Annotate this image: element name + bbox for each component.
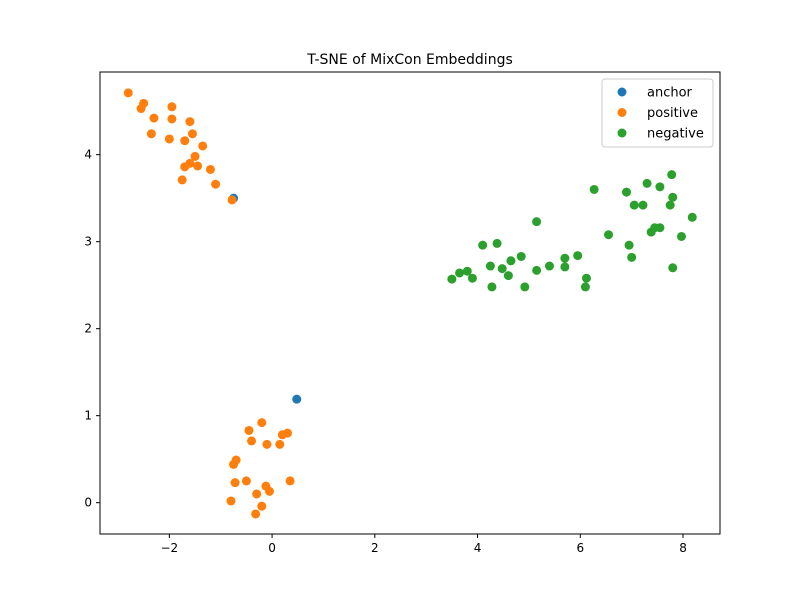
- point-negative-1: [642, 178, 652, 188]
- point-negative-29: [532, 265, 542, 275]
- legend-marker-anchor: [617, 87, 627, 97]
- point-positive-30: [230, 478, 240, 488]
- point-negative-8: [665, 200, 675, 210]
- legend-marker-positive: [617, 108, 627, 117]
- point-positive-23: [277, 430, 287, 440]
- legend-label-anchor: anchor: [647, 86, 693, 101]
- point-negative-18: [624, 240, 634, 250]
- point-negative-6: [629, 200, 639, 210]
- y-tick-label-2: 2: [84, 322, 92, 336]
- point-positive-15: [193, 161, 203, 171]
- point-negative-37: [520, 282, 530, 292]
- x-tick-label-3: 4: [474, 541, 482, 555]
- y-tick-label-0: 0: [84, 496, 92, 510]
- point-positive-8: [187, 129, 197, 139]
- legend-entries: anchor positive negative: [617, 86, 704, 142]
- point-negative-20: [516, 251, 526, 261]
- point-negative-38: [580, 282, 590, 292]
- point-negative-2: [655, 182, 665, 192]
- point-positive-18: [211, 179, 221, 189]
- point-anchor-1: [292, 394, 302, 404]
- point-positive-35: [226, 496, 236, 506]
- point-negative-16: [492, 238, 502, 248]
- chart-title: T-SNE of MixCon Embeddings: [306, 52, 513, 68]
- point-negative-4: [622, 187, 632, 197]
- point-positive-16: [205, 164, 215, 174]
- point-positive-20: [257, 418, 267, 428]
- point-negative-33: [581, 273, 591, 283]
- point-positive-21: [244, 425, 254, 435]
- point-negative-9: [687, 212, 697, 222]
- legend: anchor positive negative: [601, 78, 714, 148]
- point-positive-28: [229, 459, 239, 469]
- point-negative-34: [467, 273, 477, 283]
- point-negative-32: [503, 271, 513, 281]
- point-positive-12: [190, 151, 200, 161]
- point-positive-10: [180, 136, 190, 146]
- y-axis: 0 1 2 3 4: [84, 148, 100, 510]
- point-positive-26: [247, 436, 257, 446]
- point-positive-11: [198, 141, 208, 151]
- point-negative-5: [668, 192, 678, 202]
- point-negative-10: [532, 217, 542, 227]
- point-negative-0: [667, 170, 677, 180]
- x-tick-label-5: 8: [679, 541, 687, 555]
- point-positive-6: [185, 117, 195, 127]
- point-negative-3: [589, 184, 599, 194]
- point-positive-17: [177, 175, 187, 185]
- legend-marker-negative: [617, 128, 627, 138]
- point-negative-36: [487, 282, 497, 292]
- point-positive-24: [275, 439, 285, 449]
- point-positive-36: [257, 501, 267, 511]
- x-tick-label-1: 0: [268, 541, 276, 555]
- point-negative-30: [462, 266, 472, 276]
- x-axis: −2 0 2 4 6 8: [160, 534, 687, 555]
- point-negative-23: [506, 256, 516, 266]
- point-positive-34: [252, 489, 262, 499]
- point-positive-5: [167, 114, 177, 124]
- x-tick-label-4: 6: [576, 541, 584, 555]
- point-positive-14: [180, 162, 190, 172]
- point-negative-24: [544, 261, 554, 271]
- y-tick-label-3: 3: [84, 235, 92, 249]
- y-tick-label-4: 4: [84, 148, 92, 162]
- point-positive-9: [164, 134, 174, 144]
- legend-label-positive: positive: [647, 106, 698, 121]
- point-negative-17: [478, 240, 488, 250]
- point-negative-28: [497, 264, 507, 274]
- point-negative-31: [455, 268, 465, 278]
- point-negative-25: [485, 261, 495, 271]
- y-tick-label-1: 1: [84, 409, 92, 423]
- point-positive-29: [285, 476, 295, 486]
- point-negative-26: [560, 262, 570, 272]
- point-positive-7: [146, 129, 156, 139]
- point-positive-4: [149, 113, 159, 123]
- x-tick-label-0: −2: [160, 541, 178, 555]
- points-layer: [123, 88, 697, 519]
- legend-box: [601, 78, 714, 148]
- point-negative-27: [668, 263, 678, 273]
- point-positive-19: [227, 195, 237, 205]
- point-positive-33: [265, 486, 275, 496]
- x-tick-label-2: 2: [371, 541, 379, 555]
- point-positive-0: [123, 88, 133, 98]
- plot-frame: [99, 71, 721, 535]
- point-positive-25: [262, 439, 272, 449]
- point-negative-21: [627, 252, 637, 262]
- point-positive-37: [251, 509, 261, 519]
- point-negative-14: [604, 230, 614, 240]
- point-negative-13: [646, 227, 656, 237]
- point-negative-15: [676, 231, 686, 241]
- point-positive-3: [167, 102, 177, 112]
- point-negative-19: [573, 251, 583, 261]
- point-negative-7: [638, 200, 648, 210]
- legend-label-negative: negative: [647, 127, 704, 142]
- point-negative-35: [447, 274, 457, 284]
- point-positive-31: [241, 476, 251, 486]
- point-negative-22: [560, 253, 570, 263]
- point-negative-12: [655, 223, 665, 233]
- point-positive-2: [136, 104, 146, 114]
